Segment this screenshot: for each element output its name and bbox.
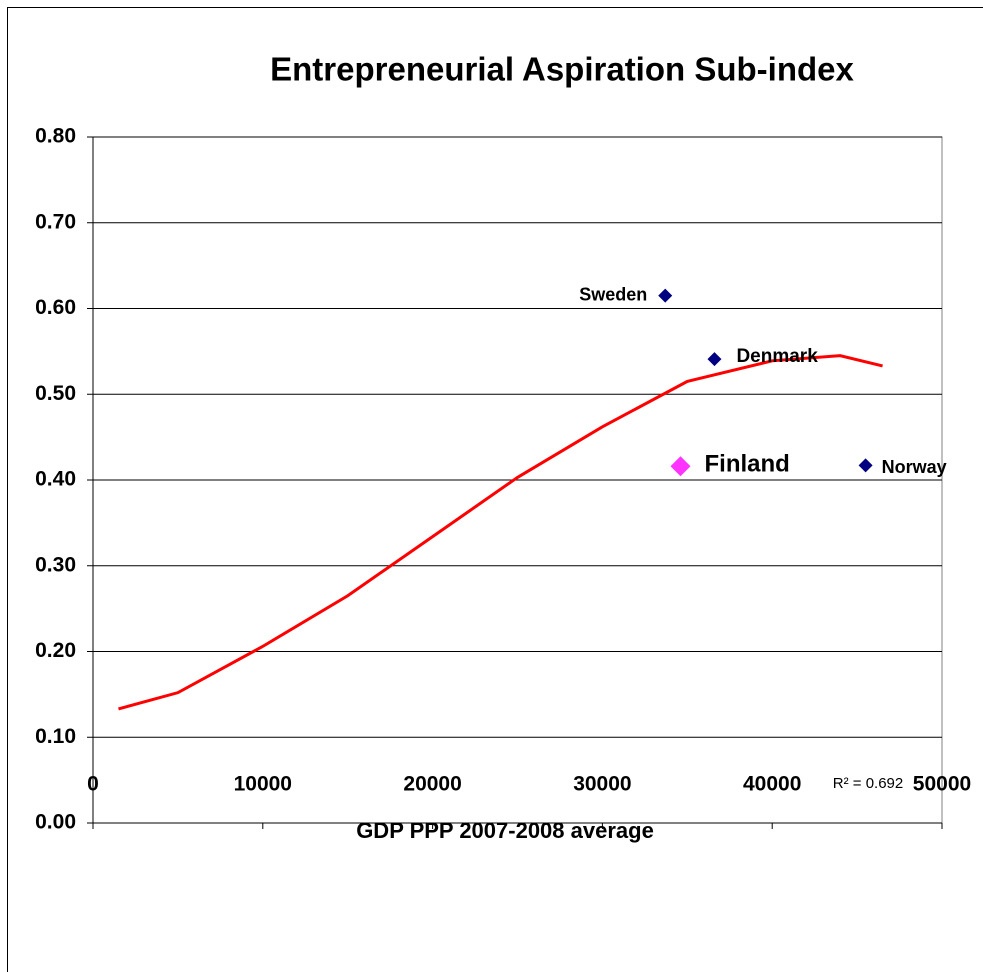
point-label: Finland <box>705 451 790 478</box>
chart-frame <box>7 7 983 972</box>
r-squared: R² = 0.692 <box>833 775 903 792</box>
y-tick-label: 0.00 <box>35 811 76 834</box>
y-tick-label: 0.70 <box>35 210 76 233</box>
y-tick-label: 0.40 <box>35 468 76 491</box>
y-tick-label: 0.20 <box>35 639 76 662</box>
point-label: Sweden <box>579 284 647 304</box>
x-tick-label: 10000 <box>234 773 292 796</box>
x-tick-label: 20000 <box>403 773 461 796</box>
x-tick-label: 40000 <box>743 773 801 796</box>
y-tick-label: 0.50 <box>35 382 76 405</box>
y-tick-label: 0.60 <box>35 296 76 319</box>
y-tick-label: 0.80 <box>35 125 76 148</box>
data-point <box>670 456 691 477</box>
trend-line <box>118 354 883 711</box>
data-point <box>658 288 673 303</box>
x-tick-label: 50000 <box>913 773 971 796</box>
y-tick-label: 0.10 <box>35 725 76 748</box>
y-tick-label: 0.30 <box>35 553 76 576</box>
data-point <box>858 458 873 473</box>
chart-title: Entrepreneurial Aspiration Sub-index <box>270 51 854 88</box>
data-point <box>707 352 722 367</box>
point-label: Norway <box>882 457 947 477</box>
x-tick-label: 30000 <box>573 773 631 796</box>
point-label: Denmark <box>736 346 818 367</box>
x-axis-title: GDP PPP 2007-2008 average <box>356 818 654 843</box>
